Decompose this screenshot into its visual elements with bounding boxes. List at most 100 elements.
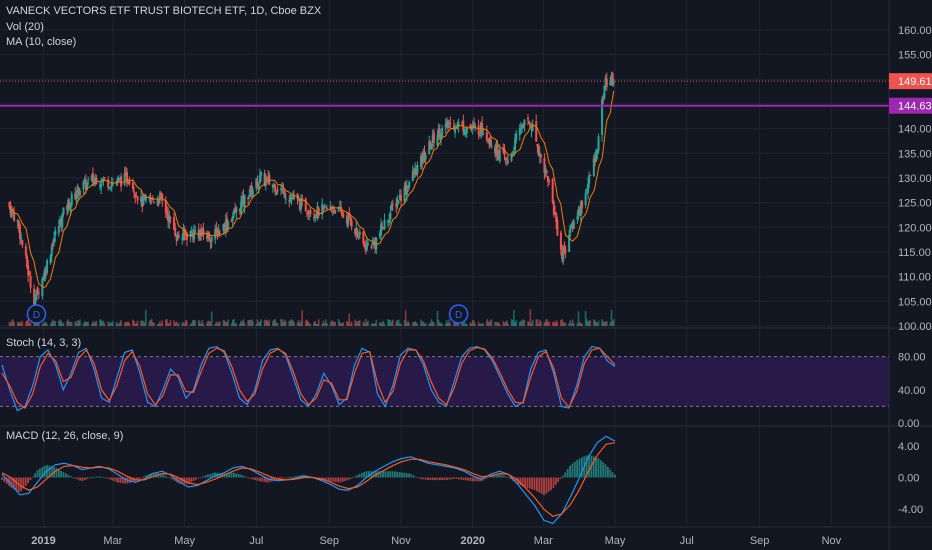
candle-body [441,128,444,138]
candle-body [215,228,218,232]
volume-bar [101,320,104,326]
volume-bar [306,319,308,326]
macd-legend[interactable]: MACD (12, 26, close, 9) [6,430,124,442]
macd-histogram-bar [36,469,39,478]
volume-bar [423,323,426,326]
macd-histogram-bar [346,477,349,481]
stoch-legend[interactable]: Stoch (14, 3, 3) [6,337,82,349]
macd-histogram-bar [5,477,8,485]
candle-body [570,224,573,226]
candle-body [375,237,378,250]
macd-histogram-bar [114,477,117,482]
volume-bar [603,321,606,326]
volume-bar [240,320,242,326]
candle-body [585,192,588,194]
volume-bar [135,322,138,326]
dividend-label: D [33,310,40,321]
candle-body [405,186,408,196]
volume-bar [288,320,291,326]
candle-body [288,200,291,202]
macd-histogram-bar [294,476,297,478]
volume-legend[interactable]: Vol (20) [6,21,44,33]
macd-histogram-bar [131,477,134,483]
volume-bar [379,322,381,326]
volume-bar [175,321,178,326]
stoch-k-line [1,345,616,412]
candle-body [46,260,49,273]
macd-histogram-bar [117,477,119,483]
candle-body [365,243,368,250]
volume-bar [282,321,285,326]
macd-histogram-bar [173,477,176,482]
candle-body [559,232,562,250]
volume-bar [86,322,88,326]
volume-bar [34,323,37,326]
candle-body [515,134,518,141]
candle-body [478,134,481,136]
candle-body [108,187,111,189]
volume-bar [126,322,128,326]
macd-histogram-bar [55,468,58,478]
macd-histogram-bar [285,477,287,479]
candle-body [436,135,439,146]
candle-body [234,207,237,214]
candle-body [16,220,19,222]
macd-histogram-bar [602,462,605,478]
volume-bar [449,323,452,326]
volume-bar [257,322,260,326]
volume-bar [16,321,19,326]
volume-bar [438,322,441,326]
candle-body [282,188,285,190]
volume-bar [487,321,489,326]
volume-bar [350,321,353,326]
macd-histogram-bar [72,477,74,479]
ma-legend[interactable]: MA (10, close) [6,36,77,48]
volume-bar [169,319,172,326]
volume-bar [123,322,126,326]
candle-body [175,237,178,240]
volume-bar [52,319,54,326]
volume-bar [374,323,376,326]
macd-histogram-bar [469,477,472,481]
candle-body [463,131,466,135]
candle-body [300,198,303,209]
volume-bar [281,319,284,326]
volume-bar [571,319,574,326]
volume-bar [356,321,359,326]
candle-body [396,199,399,206]
volume-bar [201,320,204,326]
candle-body [432,132,435,143]
volume-bar [66,321,68,326]
candle-body [117,177,120,181]
candle-body [283,191,286,198]
volume-bar [488,322,490,326]
macd-histogram-bar [140,477,143,479]
volume-bar [219,321,221,326]
macd-panel[interactable] [1,435,616,525]
volume-bar [45,322,47,326]
candle-body [430,143,433,147]
candle-body [538,152,541,157]
volume-bar [431,321,434,326]
candle-body [207,232,210,239]
macd-histogram-bar [405,473,408,478]
volume-bar [250,319,253,326]
volume-bar [478,323,481,326]
volume-bar [456,322,459,326]
macd-tick-label: -4.00 [898,504,923,516]
macd-histogram-bar [322,477,325,481]
candle-body [523,119,526,126]
volume-bar [453,322,455,326]
macd-histogram-bar [86,477,89,480]
volume-bar [489,320,492,326]
candle-body [357,236,360,238]
candle-body [411,171,414,182]
candle-body [536,144,539,147]
stoch-panel[interactable] [0,345,889,412]
candle-body [317,207,320,217]
symbol-title[interactable]: VANECK VECTORS ETF TRUST BIOTECH ETF, 1D… [6,5,322,17]
macd-histogram-bar [611,472,614,478]
macd-histogram-bar [464,477,467,481]
